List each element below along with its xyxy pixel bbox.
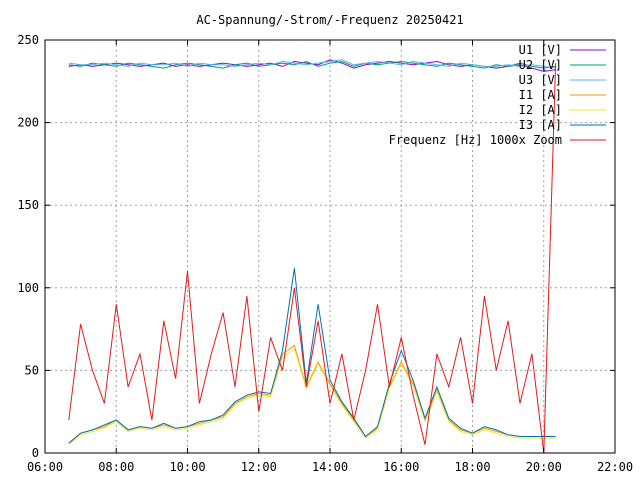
- axis-ticks: 06:00 08:00 10:00 12:00 14:00 16:00 18:00 20:00…: [17, 33, 633, 474]
- x-tick-label: 16:00: [383, 460, 419, 474]
- y-tick-label: 0: [32, 446, 39, 460]
- x-tick-label: 22:00: [597, 460, 633, 474]
- y-tick-label: 50: [25, 363, 39, 377]
- y-tick-label: 150: [17, 198, 39, 212]
- y-tick-label: 100: [17, 281, 39, 295]
- y-tick-label: 250: [17, 33, 39, 47]
- legend-label: I1 [A]: [519, 88, 562, 102]
- x-tick-label: 12:00: [241, 460, 277, 474]
- legend-label: U2 [V]: [519, 58, 562, 72]
- series-line-6: [68, 267, 556, 444]
- x-tick-label: 08:00: [98, 460, 134, 474]
- series-lines: [68, 59, 557, 454]
- series-line-3: [68, 59, 556, 69]
- grid: [45, 40, 615, 453]
- legend: U1 [V]U2 [V]U3 [V]I1 [A]I2 [A]I3 [A]Freq…: [389, 43, 606, 147]
- legend-label: U3 [V]: [519, 73, 562, 87]
- legend-label: Frequenz [Hz] 1000x Zoom: [389, 133, 562, 147]
- x-tick-label: 14:00: [312, 460, 348, 474]
- series-line-7: [68, 63, 557, 454]
- legend-label: I3 [A]: [519, 118, 562, 132]
- legend-label: I2 [A]: [519, 103, 562, 117]
- series-line-1: [68, 59, 556, 72]
- legend-label: U1 [V]: [519, 43, 562, 57]
- chart-title: AC-Spannung/-Strom/-Frequenz 20250421: [196, 13, 463, 27]
- series-line-2: [68, 60, 556, 69]
- x-tick-label: 10:00: [169, 460, 205, 474]
- series-line-5: [68, 348, 556, 446]
- x-tick-label: 20:00: [526, 460, 562, 474]
- y-tick-label: 200: [17, 116, 39, 130]
- x-tick-label: 06:00: [27, 460, 63, 474]
- x-tick-label: 18:00: [454, 460, 490, 474]
